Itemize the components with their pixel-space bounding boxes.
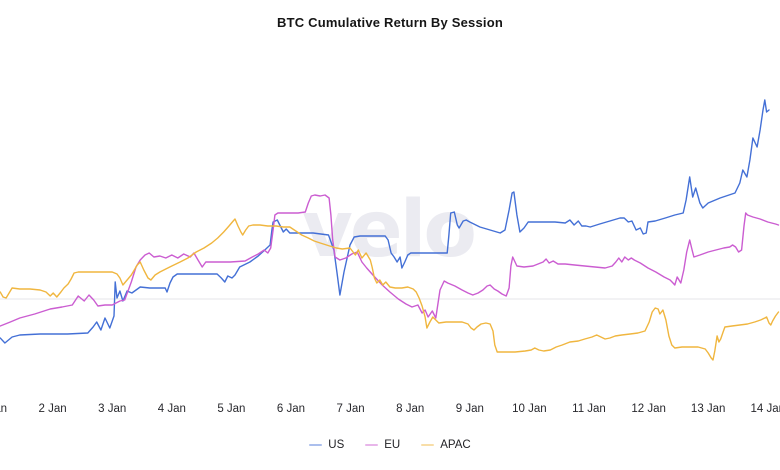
legend: US EU APAC bbox=[0, 436, 780, 454]
line-us bbox=[0, 99, 770, 344]
x-axis: 1 Jan 2 Jan 3 Jan 4 Jan 5 Jan 6 Jan 7 Jan 8 Jan… bbox=[0, 403, 780, 419]
legend-label-us: US bbox=[328, 439, 345, 451]
x-tick-label: 2 Jan bbox=[38, 403, 67, 415]
legend-item-us[interactable]: US bbox=[309, 439, 344, 451]
x-tick-label: 10 Jan bbox=[512, 403, 547, 415]
x-tick-label: 12 Jan bbox=[631, 403, 666, 415]
chart-title: BTC Cumulative Return By Session bbox=[277, 15, 503, 30]
line-eu bbox=[0, 194, 780, 327]
x-tick-label: 1 Jan bbox=[0, 403, 8, 415]
x-tick-label: 4 Jan bbox=[157, 403, 186, 415]
line-apac bbox=[0, 218, 780, 361]
velo-watermark: velo bbox=[302, 185, 474, 275]
x-tick-label: 13 Jan bbox=[690, 403, 726, 415]
us-line-swatch-icon bbox=[309, 444, 323, 446]
x-tick-label: 6 Jan bbox=[276, 403, 306, 415]
legend-label-apac: APAC bbox=[440, 439, 471, 451]
x-tick-label: 5 Jan bbox=[217, 403, 246, 415]
eu-line-swatch-icon bbox=[365, 444, 379, 446]
legend-label-eu: EU bbox=[384, 439, 401, 451]
x-tick-label: 11 Jan bbox=[572, 403, 606, 415]
legend-item-eu[interactable]: EU bbox=[365, 439, 400, 451]
x-tick-label: 7 Jan bbox=[336, 403, 365, 415]
x-tick-label: 3 Jan bbox=[98, 403, 127, 415]
x-tick-label: 14 Jan bbox=[750, 403, 780, 415]
legend-item-apac[interactable]: APAC bbox=[421, 439, 471, 451]
x-tick-label: 8 Jan bbox=[396, 403, 425, 415]
x-tick-label: 9 Jan bbox=[455, 403, 484, 415]
apac-line-swatch-icon bbox=[421, 444, 435, 446]
